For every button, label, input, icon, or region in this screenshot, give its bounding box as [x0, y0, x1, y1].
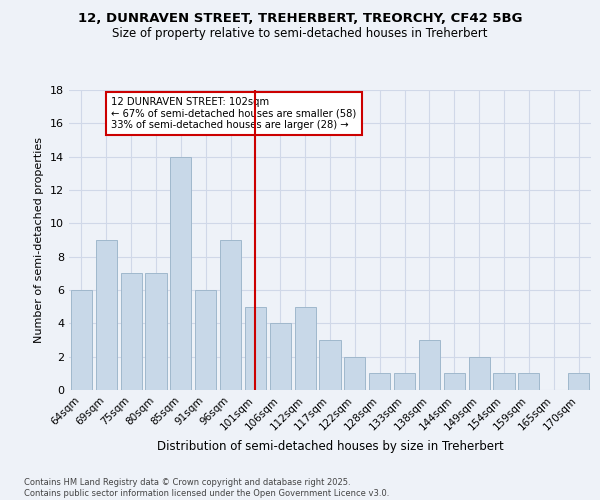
Text: 12 DUNRAVEN STREET: 102sqm
← 67% of semi-detached houses are smaller (58)
33% of: 12 DUNRAVEN STREET: 102sqm ← 67% of semi… — [111, 96, 356, 130]
Y-axis label: Number of semi-detached properties: Number of semi-detached properties — [34, 137, 44, 343]
Bar — [295, 306, 316, 390]
Bar — [220, 240, 241, 390]
Bar — [369, 374, 390, 390]
Bar — [518, 374, 539, 390]
Bar — [71, 290, 92, 390]
Bar — [121, 274, 142, 390]
Bar — [319, 340, 341, 390]
Bar — [270, 324, 291, 390]
X-axis label: Distribution of semi-detached houses by size in Treherbert: Distribution of semi-detached houses by … — [157, 440, 503, 453]
Text: 12, DUNRAVEN STREET, TREHERBERT, TREORCHY, CF42 5BG: 12, DUNRAVEN STREET, TREHERBERT, TREORCH… — [78, 12, 522, 26]
Bar — [493, 374, 515, 390]
Bar — [568, 374, 589, 390]
Bar — [419, 340, 440, 390]
Bar — [195, 290, 216, 390]
Bar — [245, 306, 266, 390]
Bar — [96, 240, 117, 390]
Bar — [170, 156, 191, 390]
Bar — [444, 374, 465, 390]
Bar — [344, 356, 365, 390]
Bar — [145, 274, 167, 390]
Text: Size of property relative to semi-detached houses in Treherbert: Size of property relative to semi-detach… — [112, 28, 488, 40]
Bar — [394, 374, 415, 390]
Bar — [469, 356, 490, 390]
Text: Contains HM Land Registry data © Crown copyright and database right 2025.
Contai: Contains HM Land Registry data © Crown c… — [24, 478, 389, 498]
